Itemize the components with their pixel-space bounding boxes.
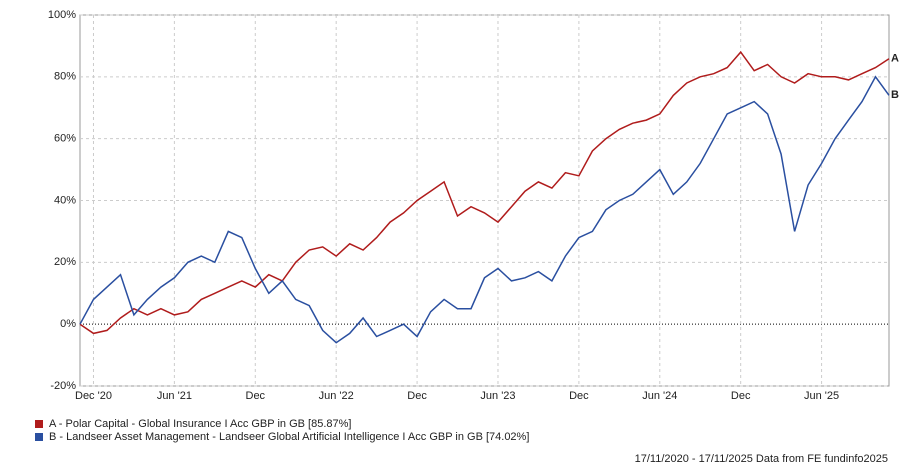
- x-tick-label: Jun '24: [642, 390, 677, 402]
- x-tick-label: Dec '20: [75, 390, 112, 402]
- legend-label: B - Landseer Asset Management - Landseer…: [49, 431, 529, 443]
- legend-swatch: [35, 433, 43, 441]
- y-tick-label: 40%: [54, 194, 76, 206]
- x-tick-label: Jun '22: [319, 390, 354, 402]
- x-tick-label: Jun '23: [480, 390, 515, 402]
- series-line: [79, 50, 890, 335]
- x-tick-label: Dec: [569, 390, 589, 402]
- end-label: B: [891, 89, 899, 101]
- x-tick-label: Jun '25: [804, 390, 839, 402]
- series-line: [79, 75, 890, 344]
- y-tick-label: 100%: [48, 9, 76, 21]
- y-tick-label: -20%: [50, 380, 76, 392]
- x-tick-label: Dec: [246, 390, 266, 402]
- x-tick-label: Jun '21: [157, 390, 192, 402]
- y-tick-label: 60%: [54, 133, 76, 145]
- legend-label: A - Polar Capital - Global Insurance I A…: [49, 418, 351, 430]
- end-label: A: [891, 53, 899, 65]
- x-tick-label: Dec: [731, 390, 751, 402]
- legend-swatch: [35, 420, 43, 428]
- y-tick-label: 80%: [54, 71, 76, 83]
- y-tick-label: 0%: [60, 318, 76, 330]
- y-tick-label: 20%: [54, 256, 76, 268]
- x-tick-label: Dec: [407, 390, 427, 402]
- footer: 17/11/2020 - 17/11/2025 Data from FE fun…: [635, 453, 888, 465]
